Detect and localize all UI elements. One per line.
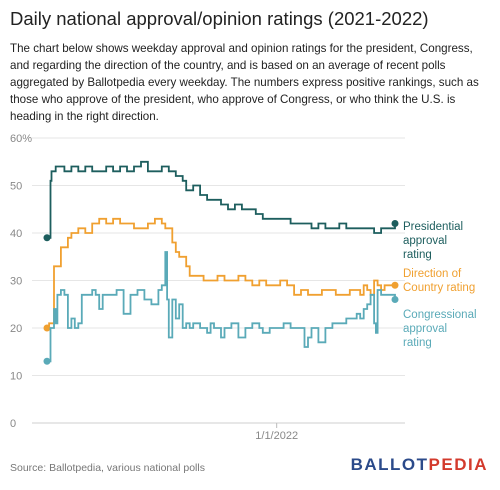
y-tick-label: 50 [10,181,22,193]
x-axis-ticks: 1/1/2022 [255,423,298,442]
y-tick-label: 30 [10,276,22,288]
presidential-series-label: Presidential approval rating [403,221,463,261]
y-tick-label: 0 [10,418,16,430]
y-tick-label: 10 [10,371,22,383]
presidential-end-point [391,220,399,227]
congressional-start-point [43,357,51,365]
y-tick-label: 60% [10,133,32,145]
direction-series-label: Direction of Country rating [403,268,475,294]
congressional-series-label: Congressional approval rating [403,309,477,349]
presidential-start-point [43,234,51,242]
x-tick-label: 1/1/2022 [255,430,298,442]
chart-title: Daily national approval/opinion ratings … [10,8,429,29]
presidential-line [47,160,396,239]
y-tick-label: 20 [10,323,22,335]
congressional-end-point [391,296,399,303]
source-note: Source: Ballotpedia, various national po… [10,462,205,474]
direction-end-point [391,281,399,289]
direction-start-point [43,324,51,332]
y-axis-ticks: 60% 50 40 30 20 10 0 [10,133,32,430]
y-tick-label: 40 [10,228,22,240]
gridlines [32,137,405,424]
ballotpedia-logo: BALLOTPEDIA [350,455,488,474]
chart-description: The chart below shows weekday approval a… [10,42,479,123]
direction-line [47,217,395,329]
congressional-line [47,251,396,363]
series-lines [43,160,399,365]
series-labels: Presidential approval rating Direction of Co… [403,221,477,349]
